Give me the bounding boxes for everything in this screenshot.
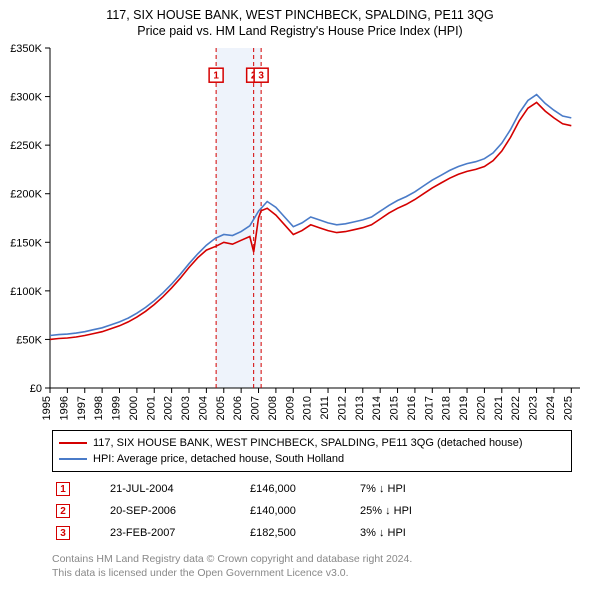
x-tick-label: 2021	[493, 396, 505, 420]
transaction-row: 1 21-JUL-2004 £146,000 7% ↓ HPI	[52, 478, 572, 500]
x-tick-label: 2011	[319, 396, 331, 420]
transaction-row: 2 20-SEP-2006 £140,000 25% ↓ HPI	[52, 500, 572, 522]
transaction-price: £146,000	[250, 483, 350, 495]
x-tick-label: 1995	[41, 396, 53, 420]
y-tick-label: £250K	[10, 140, 42, 152]
x-tick-label: 2003	[180, 396, 192, 420]
x-tick-label: 2002	[163, 396, 175, 420]
y-tick-label: £300K	[10, 92, 42, 104]
y-tick-label: £200K	[10, 189, 42, 201]
footer-line1: Contains HM Land Registry data © Crown c…	[52, 552, 412, 566]
x-tick-label: 2012	[336, 396, 348, 420]
chart-title: 117, SIX HOUSE BANK, WEST PINCHBECK, SPA…	[0, 0, 600, 38]
legend: 117, SIX HOUSE BANK, WEST PINCHBECK, SPA…	[52, 430, 572, 472]
transaction-marker: 2	[56, 504, 70, 518]
x-tick-label: 2014	[371, 396, 383, 420]
x-tick-label: 2022	[510, 396, 522, 420]
y-tick-label: £100K	[10, 286, 42, 298]
legend-label: 117, SIX HOUSE BANK, WEST PINCHBECK, SPA…	[93, 435, 523, 451]
plot-area: £0£50K£100K£150K£200K£250K£300K£350K1995…	[50, 48, 580, 388]
transaction-date: 23-FEB-2007	[80, 527, 240, 539]
chart-container: 117, SIX HOUSE BANK, WEST PINCHBECK, SPA…	[0, 0, 600, 590]
x-tick-label: 2013	[354, 396, 366, 420]
x-tick-label: 2015	[389, 396, 401, 420]
series-property	[50, 102, 571, 339]
x-tick-label: 2004	[197, 396, 209, 420]
x-tick-label: 2017	[423, 396, 435, 420]
x-tick-label: 2019	[458, 396, 470, 420]
transaction-date: 20-SEP-2006	[80, 505, 240, 517]
x-tick-label: 1997	[76, 396, 88, 420]
x-tick-label: 2020	[475, 396, 487, 420]
transaction-price: £140,000	[250, 505, 350, 517]
y-tick-label: £50K	[16, 334, 42, 346]
x-tick-label: 2024	[545, 396, 557, 420]
y-tick-label: £150K	[10, 237, 42, 249]
event-marker-label: 3	[258, 71, 264, 82]
transaction-diff: 25% ↓ HPI	[360, 505, 480, 517]
transaction-diff: 3% ↓ HPI	[360, 527, 480, 539]
x-tick-label: 2016	[406, 396, 418, 420]
legend-item: HPI: Average price, detached house, Sout…	[59, 451, 565, 467]
x-tick-label: 1999	[111, 396, 123, 420]
legend-item: 117, SIX HOUSE BANK, WEST PINCHBECK, SPA…	[59, 435, 565, 451]
x-tick-label: 2009	[284, 396, 296, 420]
title-line2: Price paid vs. HM Land Registry's House …	[0, 24, 600, 38]
transaction-marker: 3	[56, 526, 70, 540]
y-tick-label: £0	[30, 383, 42, 395]
transaction-date: 21-JUL-2004	[80, 483, 240, 495]
x-tick-label: 2000	[128, 396, 140, 420]
x-tick-label: 2025	[562, 396, 574, 420]
x-tick-label: 2018	[441, 396, 453, 420]
legend-swatch	[59, 442, 87, 444]
legend-swatch	[59, 458, 87, 460]
transaction-table: 1 21-JUL-2004 £146,000 7% ↓ HPI 2 20-SEP-2006…	[52, 478, 572, 544]
transaction-diff: 7% ↓ HPI	[360, 483, 480, 495]
title-line1: 117, SIX HOUSE BANK, WEST PINCHBECK, SPA…	[0, 8, 600, 22]
x-tick-label: 2007	[250, 396, 262, 420]
y-tick-label: £350K	[10, 43, 42, 55]
footer-line2: This data is licensed under the Open Gov…	[52, 566, 412, 580]
event-marker-label: 1	[213, 71, 219, 82]
x-tick-label: 2008	[267, 396, 279, 420]
transaction-row: 3 23-FEB-2007 £182,500 3% ↓ HPI	[52, 522, 572, 544]
transaction-marker: 1	[56, 482, 70, 496]
x-tick-label: 1996	[58, 396, 70, 420]
footer: Contains HM Land Registry data © Crown c…	[52, 552, 412, 580]
x-tick-label: 2001	[145, 396, 157, 420]
transaction-price: £182,500	[250, 527, 350, 539]
x-tick-label: 1998	[93, 396, 105, 420]
x-tick-label: 2005	[215, 396, 227, 420]
plot-svg: £0£50K£100K£150K£200K£250K£300K£350K1995…	[50, 48, 580, 388]
legend-label: HPI: Average price, detached house, Sout…	[93, 451, 344, 467]
x-tick-label: 2010	[302, 396, 314, 420]
x-tick-label: 2006	[232, 396, 244, 420]
series-hpi	[50, 95, 571, 336]
x-tick-label: 2023	[528, 396, 540, 420]
